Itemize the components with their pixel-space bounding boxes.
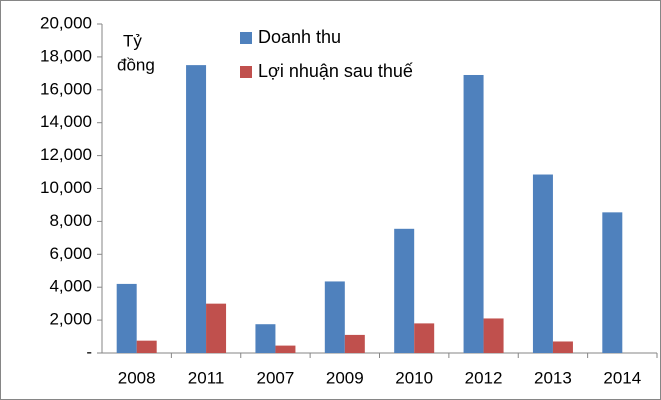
legend-label: Lợi nhuận sau thuế [258, 61, 413, 81]
x-tick-label: 2013 [534, 368, 572, 387]
x-tick-label: 2010 [395, 368, 433, 387]
y-tick-label: 16,000 [40, 79, 92, 98]
bar [206, 303, 227, 353]
bar [532, 174, 553, 353]
x-tick-label: 2014 [603, 368, 641, 387]
bar [186, 65, 207, 353]
bar [483, 318, 504, 353]
y-tick-label: 12,000 [40, 145, 92, 164]
y-tick-label: 10,000 [40, 178, 92, 197]
x-tick-label: 2012 [465, 368, 503, 387]
bar [116, 283, 137, 353]
y-tick-label: - [86, 342, 92, 361]
x-tick-label: 2009 [326, 368, 364, 387]
x-tick-label: 2011 [188, 368, 225, 387]
bar [463, 74, 484, 354]
bar [136, 340, 157, 353]
legend-swatch [240, 32, 252, 44]
y-axis-label: Tỷ [123, 31, 142, 50]
y-axis-label: đồng [117, 55, 155, 74]
bar [602, 212, 623, 353]
bar [414, 323, 435, 353]
bar [324, 281, 345, 353]
y-tick-label: 18,000 [40, 46, 92, 65]
bar [344, 334, 365, 353]
bar [394, 228, 415, 353]
y-tick-label: 8,000 [49, 211, 92, 230]
legend-swatch [240, 66, 252, 78]
y-tick-label: 14,000 [40, 112, 92, 131]
y-tick-label: 4,000 [49, 277, 92, 296]
y-tick-label: 2,000 [49, 310, 92, 329]
y-tick-label: 6,000 [49, 244, 92, 263]
x-tick-label: 2007 [257, 368, 295, 387]
bar [255, 324, 276, 353]
bar [552, 341, 573, 353]
x-tick-label: 2008 [118, 368, 156, 387]
y-tick-label: 20,000 [40, 13, 92, 32]
bar [275, 345, 296, 353]
legend-label: Doanh thu [258, 27, 341, 47]
